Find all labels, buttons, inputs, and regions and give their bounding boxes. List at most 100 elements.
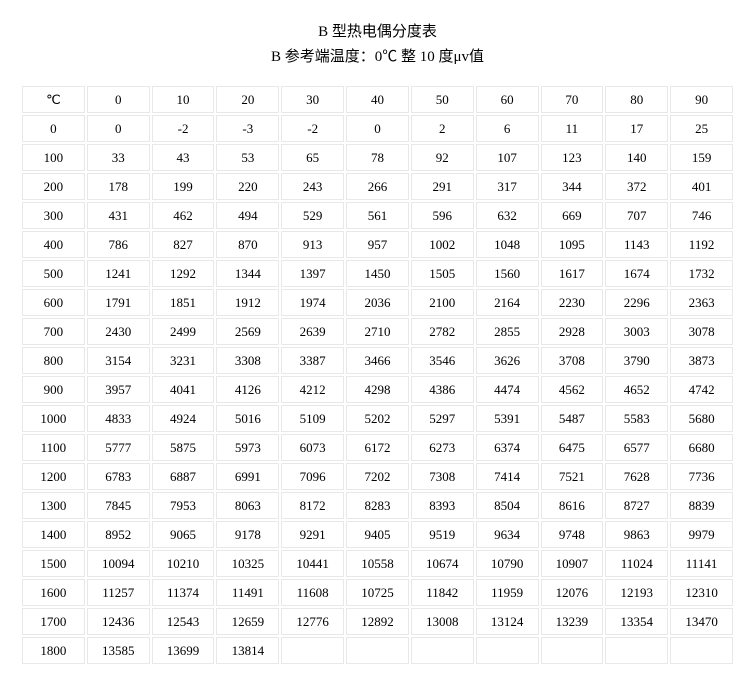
data-cell: 4474 — [476, 376, 539, 403]
table-row: 1600112571137411491116081072511842119591… — [22, 579, 733, 606]
data-cell: 1505 — [411, 260, 474, 287]
data-cell: 291 — [411, 173, 474, 200]
data-cell: 199 — [152, 173, 215, 200]
data-cell: 2928 — [541, 318, 604, 345]
data-cell: 3387 — [281, 347, 344, 374]
data-cell: 2855 — [476, 318, 539, 345]
row-label: 800 — [22, 347, 85, 374]
data-cell: 3790 — [605, 347, 668, 374]
row-label: 1400 — [22, 521, 85, 548]
data-cell: -2 — [281, 115, 344, 142]
data-cell: 8504 — [476, 492, 539, 519]
data-cell: 1192 — [670, 231, 733, 258]
data-cell: 11024 — [605, 550, 668, 577]
data-cell: 3003 — [605, 318, 668, 345]
data-cell: 92 — [411, 144, 474, 171]
data-cell: 7096 — [281, 463, 344, 490]
data-cell: 4833 — [87, 405, 150, 432]
data-cell: 372 — [605, 173, 668, 200]
row-label: 1600 — [22, 579, 85, 606]
row-label: 100 — [22, 144, 85, 171]
data-cell: 12776 — [281, 608, 344, 635]
data-cell: 707 — [605, 202, 668, 229]
data-cell: 2164 — [476, 289, 539, 316]
data-cell: 178 — [87, 173, 150, 200]
data-cell: 8393 — [411, 492, 474, 519]
data-cell: 1851 — [152, 289, 215, 316]
table-row: 200178199220243266291317344372401 — [22, 173, 733, 200]
data-cell: 6887 — [152, 463, 215, 490]
data-cell: 3957 — [87, 376, 150, 403]
data-cell: 12543 — [152, 608, 215, 635]
data-cell: 6374 — [476, 434, 539, 461]
data-cell: 10441 — [281, 550, 344, 577]
data-cell: 669 — [541, 202, 604, 229]
data-cell: 2296 — [605, 289, 668, 316]
data-cell: 220 — [216, 173, 279, 200]
data-cell: 9634 — [476, 521, 539, 548]
data-cell: 6577 — [605, 434, 668, 461]
table-row: 1500100941021010325104411055810674107901… — [22, 550, 733, 577]
data-cell: 13814 — [216, 637, 279, 664]
data-cell: 1912 — [216, 289, 279, 316]
data-cell: 11141 — [670, 550, 733, 577]
column-header: 40 — [346, 86, 409, 113]
data-cell: 6475 — [541, 434, 604, 461]
data-cell: 7521 — [541, 463, 604, 490]
data-cell: 1292 — [152, 260, 215, 287]
row-label: 1100 — [22, 434, 85, 461]
data-cell: 0 — [346, 115, 409, 142]
data-cell: 7202 — [346, 463, 409, 490]
data-cell: 8727 — [605, 492, 668, 519]
column-header: 30 — [281, 86, 344, 113]
data-cell: 2782 — [411, 318, 474, 345]
data-cell: 596 — [411, 202, 474, 229]
data-cell: 11 — [541, 115, 604, 142]
table-row: 1100577758755973607361726273637464756577… — [22, 434, 733, 461]
data-cell: 5777 — [87, 434, 150, 461]
column-header: 10 — [152, 86, 215, 113]
data-cell: 1048 — [476, 231, 539, 258]
data-cell: 1397 — [281, 260, 344, 287]
data-cell — [605, 637, 668, 664]
data-cell: 9178 — [216, 521, 279, 548]
data-cell: 5016 — [216, 405, 279, 432]
data-cell: 3626 — [476, 347, 539, 374]
data-cell: 3708 — [541, 347, 604, 374]
data-cell: 2100 — [411, 289, 474, 316]
data-cell: -3 — [216, 115, 279, 142]
row-label: 1500 — [22, 550, 85, 577]
data-cell: 107 — [476, 144, 539, 171]
data-cell: 9519 — [411, 521, 474, 548]
data-cell: 7736 — [670, 463, 733, 490]
data-cell: 0 — [87, 115, 150, 142]
data-cell: 1674 — [605, 260, 668, 287]
data-cell: 65 — [281, 144, 344, 171]
table-row: 1800135851369913814 — [22, 637, 733, 664]
data-cell: 5583 — [605, 405, 668, 432]
data-cell — [541, 637, 604, 664]
data-cell: 13239 — [541, 608, 604, 635]
data-cell: 9291 — [281, 521, 344, 548]
data-cell: 12659 — [216, 608, 279, 635]
row-label: 500 — [22, 260, 85, 287]
row-label: 0 — [22, 115, 85, 142]
data-cell: 5875 — [152, 434, 215, 461]
data-cell: 3308 — [216, 347, 279, 374]
data-cell: 1095 — [541, 231, 604, 258]
data-cell: 9979 — [670, 521, 733, 548]
data-cell: 43 — [152, 144, 215, 171]
data-cell: 7845 — [87, 492, 150, 519]
data-cell: 5202 — [346, 405, 409, 432]
data-cell: 11374 — [152, 579, 215, 606]
column-header: 90 — [670, 86, 733, 113]
data-cell: 746 — [670, 202, 733, 229]
data-cell: 53 — [216, 144, 279, 171]
table-row: 1000483349245016510952025297539154875583… — [22, 405, 733, 432]
data-cell: 6073 — [281, 434, 344, 461]
column-header: 60 — [476, 86, 539, 113]
data-cell: 159 — [670, 144, 733, 171]
data-cell: 2499 — [152, 318, 215, 345]
document-title: B 型热电偶分度表 — [20, 20, 735, 41]
data-cell: 6783 — [87, 463, 150, 490]
